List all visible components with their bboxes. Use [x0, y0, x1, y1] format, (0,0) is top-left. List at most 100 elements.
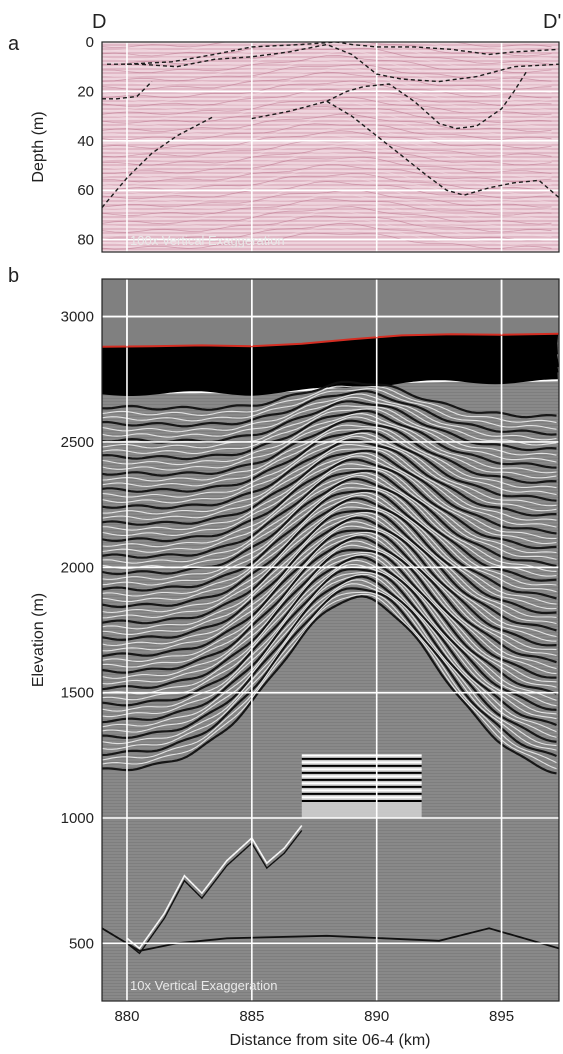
folded-reflector	[102, 393, 557, 441]
panel-a: 0 20 40 60 80 100x Vertical Exaggeration Dep…	[30, 34, 560, 253]
panel-a-texture-band	[102, 156, 552, 174]
panel-a-y-axis-title: Depth (m)	[30, 111, 47, 182]
folded-reflector	[102, 409, 557, 469]
folded-reflector	[102, 506, 557, 625]
panel-a-texture-band	[102, 42, 552, 53]
folded-reflector	[102, 438, 557, 517]
panel-a-background	[102, 42, 559, 252]
panel-b-y-tick-label: 2500	[61, 434, 94, 451]
folded-reflector	[102, 463, 557, 554]
panel-a-texture-band	[102, 47, 552, 65]
folded-reflector	[102, 429, 557, 502]
panel-a-texture-band	[115, 42, 532, 44]
folded-reflector	[102, 595, 557, 775]
folded-reflector	[102, 512, 557, 638]
folded-reflector	[102, 419, 557, 484]
folded-reflector	[102, 443, 557, 521]
folded-reflector	[102, 428, 557, 496]
panel-a-texture-band	[102, 60, 552, 78]
panel-a-texture-band	[102, 140, 552, 158]
folded-reflector	[102, 567, 557, 727]
folded-reflector	[102, 497, 557, 615]
folded-reflector	[102, 405, 557, 456]
panel-a-texture-band	[102, 71, 552, 91]
panel-a-horizon-line	[126, 42, 559, 65]
panel-a-texture-band	[102, 181, 552, 200]
panel-b-x-tick-label: 885	[239, 1008, 264, 1025]
panel-a-texture-band	[102, 203, 552, 221]
folded-reflector	[102, 408, 557, 463]
panel-a-horizon-line	[107, 43, 559, 83]
panel-a-texture-band	[102, 42, 552, 49]
folded-reflector	[102, 583, 557, 751]
panel-a-texture-band	[102, 143, 552, 162]
folded-reflector	[102, 571, 557, 733]
corner-label-right: D'	[543, 11, 561, 33]
panel-a-texture-band	[102, 126, 552, 145]
folded-reflector	[102, 559, 557, 715]
folded-reflector	[102, 548, 557, 695]
folded-reflector	[102, 575, 557, 743]
panel-a-y-tick-label: 20	[77, 83, 94, 100]
folded-reflector	[102, 400, 557, 452]
panel-a-texture-band	[102, 94, 552, 112]
panel-a-texture-band	[102, 110, 552, 128]
folded-reflector	[102, 579, 557, 747]
panel-a-horizon-line	[326, 100, 559, 199]
panel-a-y-tick-label: 0	[86, 34, 94, 51]
folded-reflector	[102, 477, 557, 582]
folded-reflector	[102, 501, 557, 618]
folded-reflector	[102, 390, 557, 436]
panel-a-horizon-line	[102, 81, 153, 100]
panel-a-texture-band	[102, 159, 552, 179]
folded-reflector	[102, 573, 557, 738]
folded-reflector	[102, 452, 557, 540]
panel-b-letter: b	[8, 265, 19, 287]
panel-a-texture-band	[102, 176, 552, 195]
folded-reflector	[102, 385, 557, 424]
folded-reflector	[102, 448, 557, 528]
panel-a-texture-band	[102, 210, 552, 229]
folded-reflector	[102, 435, 557, 512]
folded-reflector	[102, 396, 557, 446]
panel-a-y-tick-label: 80	[77, 232, 94, 249]
folded-reflector	[102, 531, 557, 670]
panel-b-y-tick-label: 1500	[61, 685, 94, 702]
panel-a-texture-band	[102, 54, 552, 74]
folded-reflector	[102, 593, 557, 770]
corner-label-left: D	[92, 11, 106, 33]
basement-diffraction	[126, 825, 303, 950]
panel-a-texture-band	[102, 67, 552, 86]
panel-a-texture-band	[102, 219, 552, 238]
folded-reflector	[102, 413, 557, 474]
folded-reflector	[102, 529, 557, 664]
folded-reflector	[102, 587, 557, 758]
panel-a-frame	[101, 41, 560, 253]
panel-b-y-tick-label: 500	[69, 935, 94, 952]
folded-reflector	[102, 555, 557, 711]
panel-a-texture-band	[102, 227, 552, 246]
folded-reflector	[102, 544, 557, 688]
folded-reflector	[102, 551, 557, 701]
folded-reflector	[102, 472, 557, 572]
panel-b-x-tick-label: 890	[364, 1008, 389, 1025]
panel-a-horizon-line	[102, 115, 215, 208]
panel-a-texture-band	[102, 232, 552, 250]
folded-reflector	[102, 487, 557, 593]
panel-a-texture-band	[102, 113, 552, 132]
folded-reflector	[102, 489, 557, 600]
folded-reflector	[102, 509, 557, 632]
folded-reflector	[102, 449, 557, 535]
folded-reflector	[102, 492, 557, 605]
panel-a-texture-band	[102, 106, 552, 124]
folded-reflector	[102, 455, 557, 544]
seafloor-reflector	[102, 369, 558, 396]
folded-reflector	[102, 467, 557, 560]
panel-b: 3000 2500 2000 1500 1000 500 880 885 890 895 10x…	[30, 278, 560, 1049]
folded-reflector	[102, 424, 557, 489]
panel-a-texture-band	[102, 186, 552, 204]
panel-a-y-tick-label: 40	[77, 133, 94, 150]
panel-a-texture-band	[102, 117, 552, 137]
panel-a-texture-band	[102, 123, 552, 141]
